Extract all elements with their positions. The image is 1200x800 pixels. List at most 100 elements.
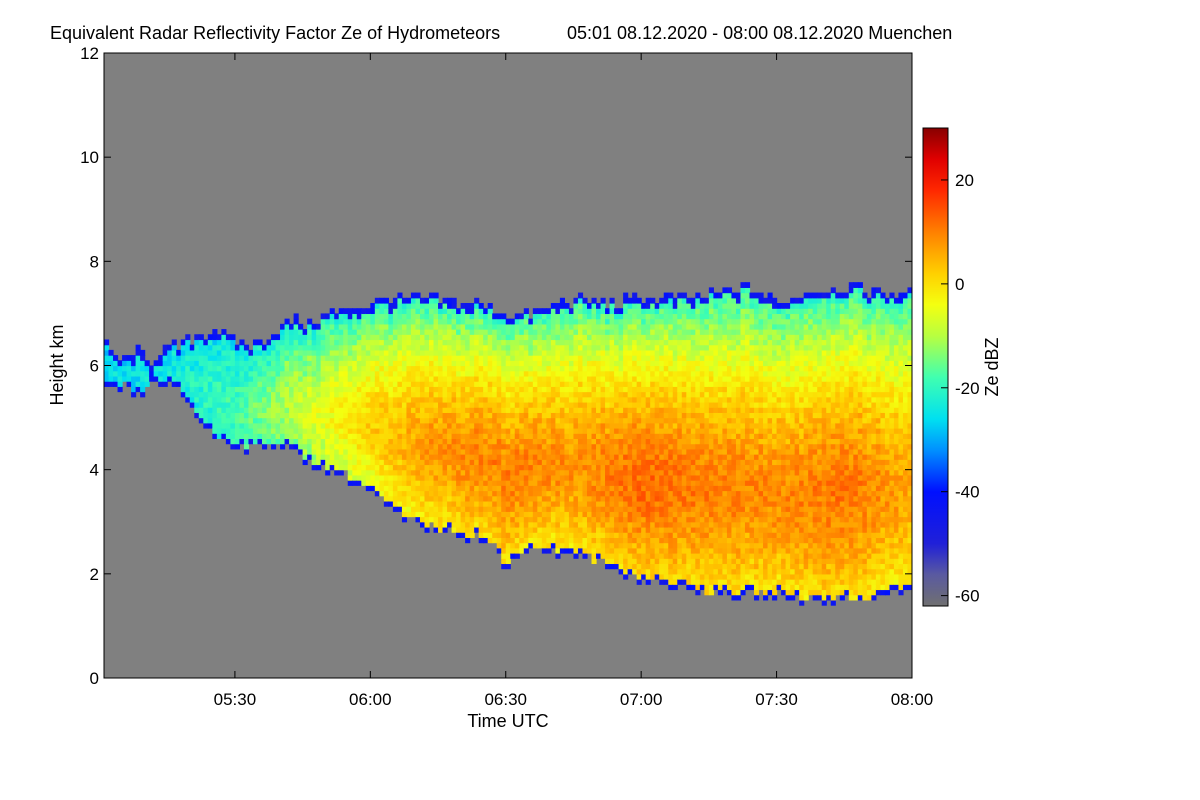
heatmap-cell: [442, 344, 448, 351]
heatmap-cell: [668, 485, 674, 492]
heatmap-cell: [618, 334, 624, 341]
heatmap-cell: [532, 516, 538, 523]
heatmap-cell: [456, 490, 462, 497]
heatmap-cell: [243, 370, 250, 377]
heatmap-cell: [623, 474, 629, 481]
heatmap-cell: [514, 454, 520, 460]
heatmap-cell: [149, 365, 155, 372]
heatmap-cell: [429, 516, 435, 523]
heatmap-cell: [699, 558, 705, 565]
heatmap-cell: [257, 344, 263, 351]
heatmap-cell: [722, 308, 728, 315]
heatmap-cell: [415, 469, 421, 476]
heatmap-cell: [356, 386, 362, 393]
heatmap-cell: [424, 422, 430, 429]
heatmap-cell: [632, 506, 638, 512]
heatmap-cell: [275, 417, 281, 424]
heatmap-cell: [659, 401, 665, 408]
heatmap-cell: [271, 443, 277, 450]
heatmap-cell: [717, 375, 724, 382]
heatmap-cell: [487, 532, 493, 538]
heatmap-cell: [663, 542, 669, 549]
heatmap-cell: [650, 344, 656, 351]
heatmap-cell: [320, 349, 326, 356]
heatmap-cell: [550, 396, 556, 403]
heatmap-cell: [523, 323, 529, 330]
heatmap-cell: [641, 459, 647, 466]
heatmap-cell: [717, 417, 724, 424]
heatmap-cell: [600, 459, 606, 466]
heatmap-cell: [397, 355, 403, 361]
heatmap-cell: [654, 412, 660, 419]
heatmap-cell: [356, 360, 362, 367]
heatmap-cell: [275, 407, 281, 413]
heatmap-cell: [555, 495, 561, 502]
heatmap-cell: [162, 381, 168, 387]
heatmap-cell: [722, 448, 728, 455]
heatmap-cell: [108, 355, 114, 361]
heatmap-cell: [234, 344, 241, 351]
heatmap-cell: [505, 553, 511, 559]
heatmap-cell: [429, 454, 435, 460]
heatmap-cell: [284, 365, 290, 372]
heatmap-cell: [429, 412, 435, 419]
heatmap-cell: [442, 526, 448, 533]
heatmap-cell: [650, 412, 656, 419]
heatmap-cell: [605, 485, 611, 492]
heatmap-cell: [496, 490, 502, 497]
heatmap-cell: [492, 386, 498, 393]
heatmap-cell: [596, 422, 602, 429]
heatmap-cell: [456, 521, 462, 528]
heatmap-cell: [469, 448, 475, 455]
heatmap-cell: [645, 563, 651, 570]
heatmap-cell: [573, 490, 579, 497]
heatmap-cell: [478, 469, 484, 476]
heatmap-cell: [704, 568, 710, 575]
heatmap-cell: [438, 464, 444, 471]
heatmap-cell: [289, 339, 295, 346]
heatmap-cell: [699, 375, 705, 382]
heatmap-cell: [514, 490, 520, 497]
heatmap-cell: [600, 417, 606, 424]
heatmap-cell: [401, 375, 408, 382]
heatmap-cell: [325, 360, 331, 367]
heatmap-cell: [383, 490, 389, 497]
heatmap-cell: [722, 355, 728, 361]
heatmap-cell: [442, 303, 448, 309]
heatmap-cell: [361, 370, 367, 377]
heatmap-cell: [541, 448, 547, 455]
heatmap-cell: [203, 349, 209, 356]
heatmap-cell: [623, 537, 629, 544]
heatmap-cell: [343, 365, 349, 372]
heatmap-cell: [609, 401, 615, 408]
heatmap-cell: [374, 459, 380, 466]
heatmap-cell: [681, 344, 687, 351]
heatmap-cell: [460, 329, 466, 335]
heatmap-cell: [325, 401, 331, 408]
heatmap-cell: [614, 547, 620, 554]
heatmap-cell: [510, 422, 516, 429]
heatmap-cell: [663, 355, 669, 361]
heatmap-cell: [654, 308, 660, 315]
heatmap-cell: [650, 526, 656, 533]
heatmap-cell: [713, 365, 719, 372]
heatmap-cell: [252, 401, 259, 408]
heatmap-cell: [203, 396, 209, 403]
heatmap-cell: [429, 396, 435, 403]
heatmap-cell: [415, 339, 421, 346]
heatmap-cell: [176, 381, 182, 387]
heatmap-cell: [645, 360, 651, 367]
heatmap-cell: [541, 339, 547, 346]
heatmap-cell: [582, 433, 588, 440]
heatmap-cell: [541, 412, 547, 419]
heatmap-cell: [365, 396, 371, 403]
heatmap-cell: [519, 511, 525, 518]
heatmap-cell: [636, 579, 642, 585]
heatmap-cell: [392, 454, 398, 460]
heatmap-cell: [722, 495, 728, 502]
heatmap-cell: [419, 506, 426, 512]
heatmap-cell: [632, 490, 638, 497]
heatmap-cell: [307, 386, 313, 393]
heatmap-cell: [609, 495, 615, 502]
heatmap-cell: [726, 464, 733, 471]
